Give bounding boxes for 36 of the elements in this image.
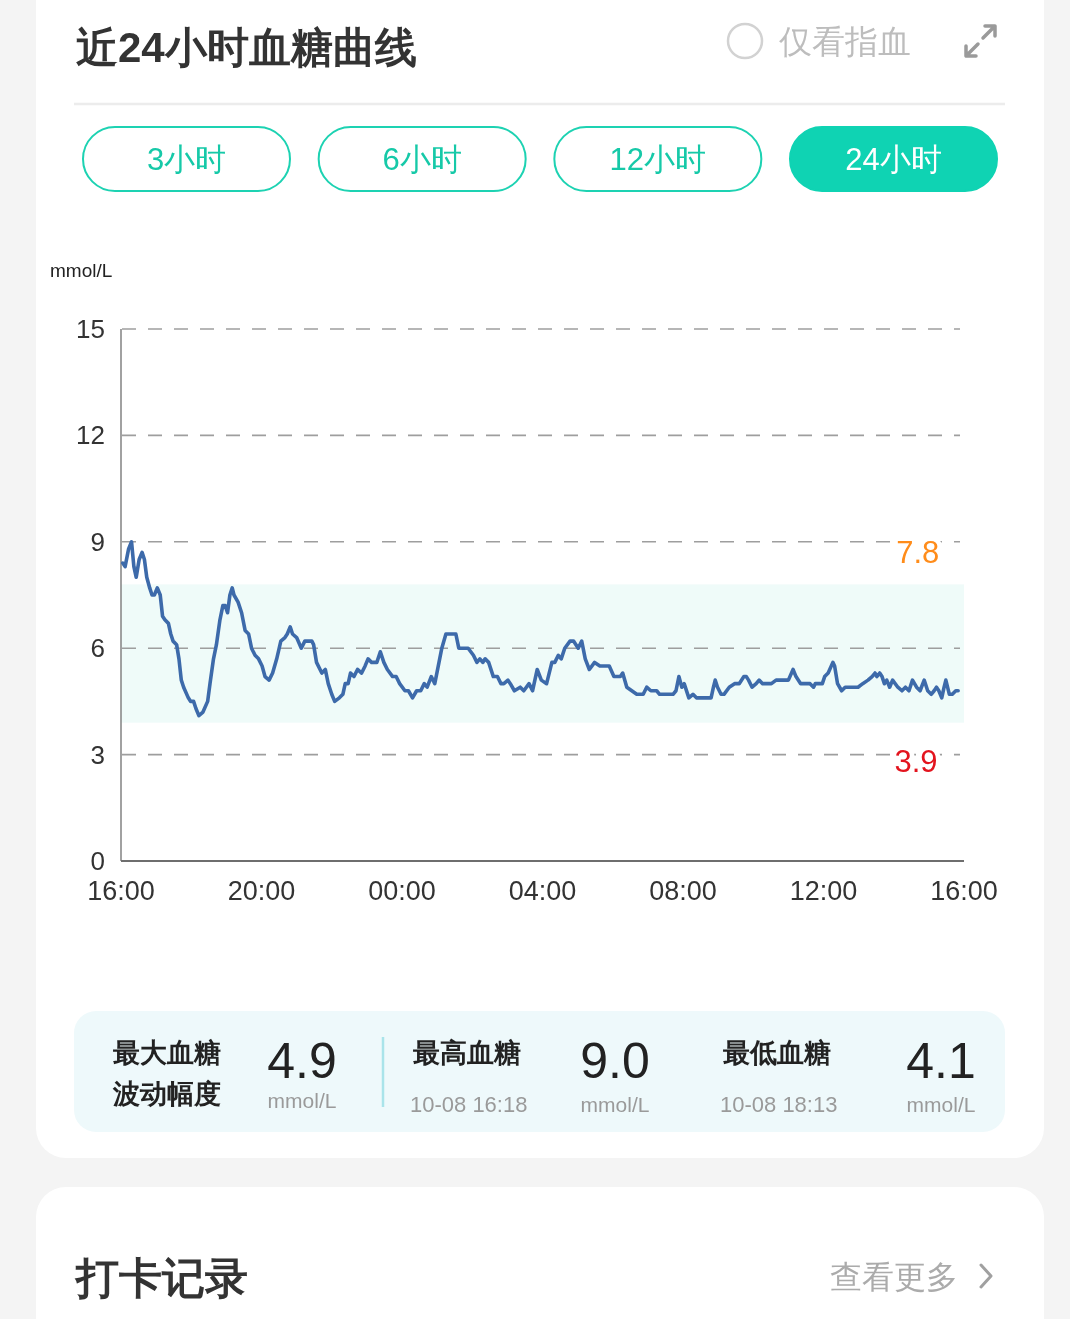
text: mmol/L (580, 1093, 650, 1116)
x-tick-label: 16:00 (930, 876, 998, 906)
text: 4.9 (267, 1033, 337, 1089)
text: 最高血糖 (412, 1038, 521, 1068)
text: 24小时 (845, 142, 942, 177)
text: 12小时 (609, 142, 707, 177)
x-tick-label: 20:00 (227, 876, 296, 906)
y-tick-label: 9 (90, 526, 105, 557)
y-axis-title: mmol/L (50, 260, 113, 281)
text: 查看更多 (830, 1259, 958, 1295)
text: 仅看指血 (779, 23, 911, 60)
text: 打卡记录 (74, 1254, 248, 1302)
x-tick-label: 00:00 (368, 876, 436, 906)
text: 最大血糖 (112, 1038, 221, 1068)
text: 9.0 (580, 1033, 650, 1089)
text: mmol/L (906, 1093, 976, 1116)
x-tick-label: 04:00 (508, 876, 577, 906)
x-tick-label: 16:00 (87, 876, 155, 906)
x-tick-label: 12:00 (789, 876, 858, 906)
y-tick-label: 15 (76, 314, 105, 344)
text: 10-08 18:13 (720, 1092, 838, 1117)
text: mmol/L (267, 1089, 337, 1112)
y-tick-label: 12 (76, 420, 105, 451)
y-tick-label: 0 (90, 846, 105, 876)
annotation: 3.9 (894, 743, 938, 779)
y-tick-label: 6 (90, 633, 105, 664)
chart-title: 近24小时血糖曲线 (76, 24, 417, 71)
text: 3小时 (146, 142, 227, 177)
text: 10-08 16:18 (410, 1092, 528, 1117)
annotation: 7.8 (896, 535, 940, 571)
text: 6小时 (382, 142, 462, 177)
text: 波动幅度 (112, 1079, 221, 1109)
text: 最低血糖 (722, 1038, 831, 1068)
y-tick-label: 3 (90, 739, 105, 770)
x-tick-label: 08:00 (649, 876, 717, 906)
text: 4.1 (906, 1033, 976, 1089)
